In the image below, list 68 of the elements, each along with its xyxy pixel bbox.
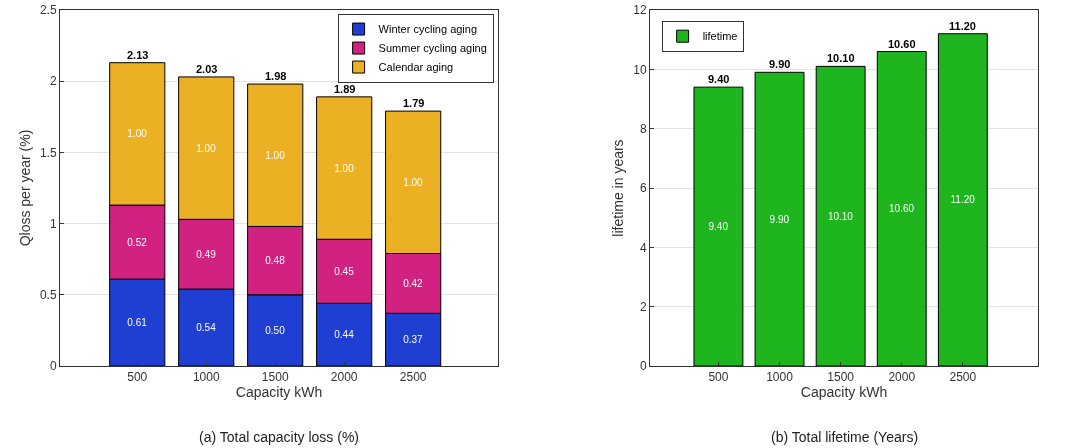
bar — [693, 86, 744, 366]
bar — [937, 33, 988, 366]
y-tick-label: 0 — [639, 359, 647, 374]
y-tick-label: 1 — [49, 216, 57, 231]
data-label: 0.48 — [265, 255, 286, 267]
data-label: 0.61 — [127, 317, 148, 329]
x-axis-title: Capacity kWh — [235, 384, 323, 401]
x-tick-label: 1500 — [827, 370, 855, 385]
y-tick-label: 2 — [639, 299, 647, 314]
legend-label: Summer cycling aging — [378, 42, 487, 55]
data-label: 10.10 — [827, 210, 854, 222]
x-tick-label: 2000 — [888, 370, 916, 385]
x-tick-label: 500 — [708, 370, 729, 385]
data-label: 11.20 — [950, 194, 976, 206]
x-tick-label: 2500 — [399, 370, 427, 385]
total-label: 2.03 — [196, 63, 218, 75]
bar — [815, 65, 866, 366]
y-tick-label: 4 — [639, 240, 647, 255]
data-label: 0.44 — [334, 329, 355, 341]
legend-label: Winter cycling aging — [378, 23, 478, 36]
x-tick-label: 1000 — [766, 370, 794, 385]
y-axis-title: Qloss per year (%) — [16, 129, 33, 247]
text: (b) Total lifetime (Years) — [771, 429, 919, 445]
bar — [876, 51, 927, 366]
total-label: 10.10 — [827, 52, 855, 64]
x-axis-title: Capacity kWh — [800, 384, 888, 401]
y-tick-label: 2.5 — [39, 3, 57, 18]
data-label: 10.60 — [889, 203, 915, 215]
data-label: 0.50 — [265, 324, 286, 336]
data-label: 0.49 — [196, 248, 217, 260]
total-label: 9.90 — [769, 58, 791, 70]
total-label: 1.79 — [403, 97, 425, 109]
total-label: 1.89 — [334, 83, 356, 95]
total-label: 9.40 — [708, 73, 730, 85]
data-label: 1.00 — [127, 128, 148, 140]
total-label: 10.60 — [888, 38, 916, 50]
data-label: 1.00 — [265, 149, 286, 161]
y-tick-label: 0 — [49, 359, 57, 374]
y-tick-label: 0.5 — [39, 288, 57, 302]
legend-label: lifetime — [702, 30, 738, 43]
y-tick-label: 10 — [633, 62, 647, 77]
y-tick-label: 12 — [633, 3, 647, 18]
total-label: 11.20 — [949, 20, 976, 32]
y-axis-title: lifetime in years — [609, 139, 626, 237]
data-label: 0.52 — [127, 236, 148, 248]
total-label: 2.13 — [127, 49, 149, 61]
x-tick-label: 500 — [127, 370, 148, 385]
x-tick-label: 1500 — [261, 370, 289, 385]
x-tick-label: 2000 — [330, 370, 358, 385]
y-tick-label: 8 — [639, 121, 647, 136]
legend-label: Calendar aging — [378, 61, 454, 74]
text: (a) Total capacity loss (%) — [199, 429, 360, 445]
data-label: 1.00 — [403, 176, 424, 188]
y-tick-label: 6 — [639, 181, 647, 196]
data-label: 0.37 — [403, 334, 424, 346]
x-tick-label: 1000 — [192, 370, 220, 385]
data-label: 9.90 — [769, 213, 790, 225]
data-label: 0.42 — [403, 277, 424, 289]
data-label: 9.40 — [708, 221, 729, 233]
y-tick-label: 1.5 — [39, 145, 57, 160]
data-label: 0.54 — [196, 322, 217, 334]
data-label: 1.00 — [334, 162, 355, 174]
total-label: 1.98 — [265, 70, 287, 82]
x-tick-label: 2500 — [949, 370, 977, 385]
data-label: 0.45 — [334, 265, 355, 277]
data-label: 1.00 — [196, 142, 217, 154]
bar — [754, 71, 805, 366]
y-tick-label: 2 — [49, 74, 57, 89]
